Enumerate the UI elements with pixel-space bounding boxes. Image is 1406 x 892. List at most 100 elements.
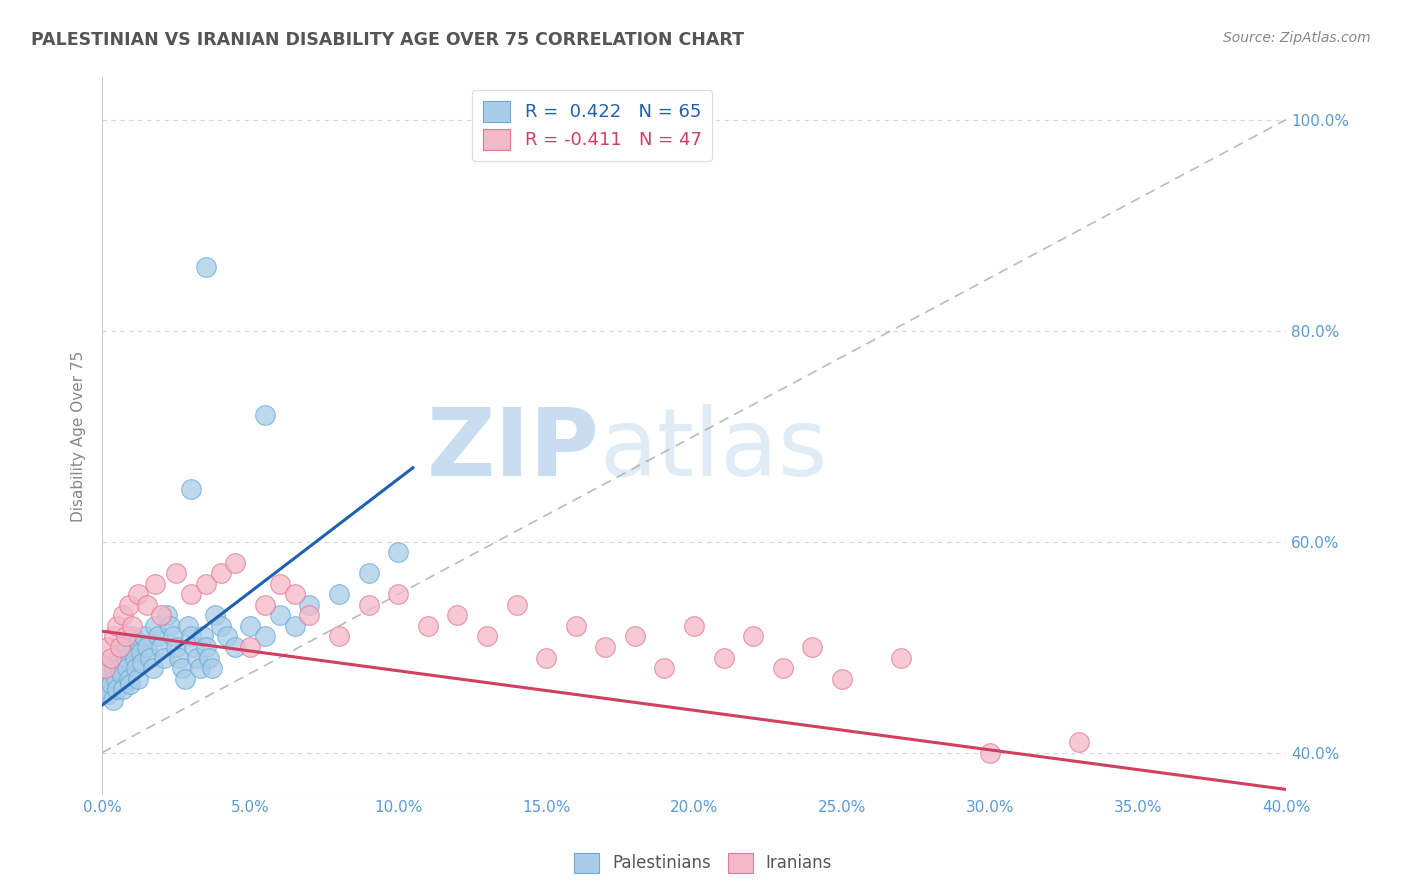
Point xyxy=(162,630,184,644)
Point xyxy=(150,640,173,654)
Point xyxy=(97,688,120,702)
Point xyxy=(188,661,211,675)
Point xyxy=(713,650,735,665)
Point xyxy=(215,630,238,644)
Text: atlas: atlas xyxy=(599,404,828,497)
Point xyxy=(1246,877,1268,891)
Point xyxy=(387,545,409,559)
Point xyxy=(111,608,134,623)
Point xyxy=(131,656,153,670)
Point xyxy=(253,598,276,612)
Point xyxy=(101,692,124,706)
Point xyxy=(284,619,307,633)
Point xyxy=(110,666,132,681)
Point xyxy=(177,619,200,633)
Point xyxy=(120,677,142,691)
Text: Source: ZipAtlas.com: Source: ZipAtlas.com xyxy=(1223,31,1371,45)
Point xyxy=(183,640,205,654)
Point xyxy=(328,587,350,601)
Point xyxy=(224,556,246,570)
Point xyxy=(94,666,117,681)
Point xyxy=(117,661,139,675)
Point xyxy=(96,682,118,697)
Point xyxy=(129,645,152,659)
Point xyxy=(105,682,128,697)
Point xyxy=(115,650,138,665)
Point xyxy=(298,608,321,623)
Point xyxy=(138,650,160,665)
Point xyxy=(128,634,150,648)
Point xyxy=(239,640,262,654)
Point xyxy=(98,672,121,686)
Point xyxy=(209,619,232,633)
Point xyxy=(100,677,122,691)
Point xyxy=(165,640,187,654)
Text: ZIP: ZIP xyxy=(426,404,599,497)
Point xyxy=(165,566,187,581)
Point xyxy=(328,630,350,644)
Point xyxy=(167,650,190,665)
Point xyxy=(156,608,179,623)
Point xyxy=(654,661,676,675)
Point xyxy=(150,608,173,623)
Point xyxy=(979,746,1001,760)
Point xyxy=(446,608,468,623)
Point xyxy=(284,587,307,601)
Point xyxy=(97,640,120,654)
Point xyxy=(103,661,125,675)
Point xyxy=(1185,862,1208,876)
Point xyxy=(801,640,824,654)
Point xyxy=(153,650,176,665)
Point xyxy=(253,408,276,422)
Point xyxy=(118,598,141,612)
Point xyxy=(224,640,246,654)
Legend: R =  0.422   N = 65, R = -0.411   N = 47: R = 0.422 N = 65, R = -0.411 N = 47 xyxy=(472,90,713,161)
Point xyxy=(94,661,117,675)
Point xyxy=(595,640,617,654)
Point xyxy=(145,619,167,633)
Point xyxy=(357,566,380,581)
Legend: Palestinians, Iranians: Palestinians, Iranians xyxy=(567,847,839,880)
Point xyxy=(475,630,498,644)
Point xyxy=(132,630,155,644)
Point xyxy=(239,619,262,633)
Point xyxy=(194,576,217,591)
Point xyxy=(148,630,170,644)
Point xyxy=(269,576,291,591)
Point xyxy=(112,640,135,654)
Point xyxy=(194,640,217,654)
Point xyxy=(197,650,219,665)
Point xyxy=(172,661,194,675)
Point xyxy=(416,619,439,633)
Point xyxy=(831,672,853,686)
Point xyxy=(108,661,131,675)
Point xyxy=(191,630,214,644)
Point xyxy=(127,587,149,601)
Point xyxy=(145,576,167,591)
Point xyxy=(269,608,291,623)
Point xyxy=(683,619,706,633)
Point xyxy=(387,587,409,601)
Point xyxy=(505,598,527,612)
Point xyxy=(124,650,146,665)
Point xyxy=(125,661,148,675)
Point xyxy=(890,650,912,665)
Text: PALESTINIAN VS IRANIAN DISABILITY AGE OVER 75 CORRELATION CHART: PALESTINIAN VS IRANIAN DISABILITY AGE OV… xyxy=(31,31,744,49)
Point xyxy=(298,598,321,612)
Point xyxy=(122,640,145,654)
Point xyxy=(111,682,134,697)
Point xyxy=(742,630,765,644)
Point xyxy=(624,630,647,644)
Point xyxy=(186,650,208,665)
Point xyxy=(1067,735,1090,749)
Point xyxy=(135,598,157,612)
Point xyxy=(127,672,149,686)
Point xyxy=(772,661,794,675)
Point xyxy=(180,587,202,601)
Point xyxy=(107,650,129,665)
Point xyxy=(159,619,181,633)
Y-axis label: Disability Age Over 75: Disability Age Over 75 xyxy=(72,351,86,522)
Point xyxy=(180,482,202,496)
Point xyxy=(135,640,157,654)
Point xyxy=(357,598,380,612)
